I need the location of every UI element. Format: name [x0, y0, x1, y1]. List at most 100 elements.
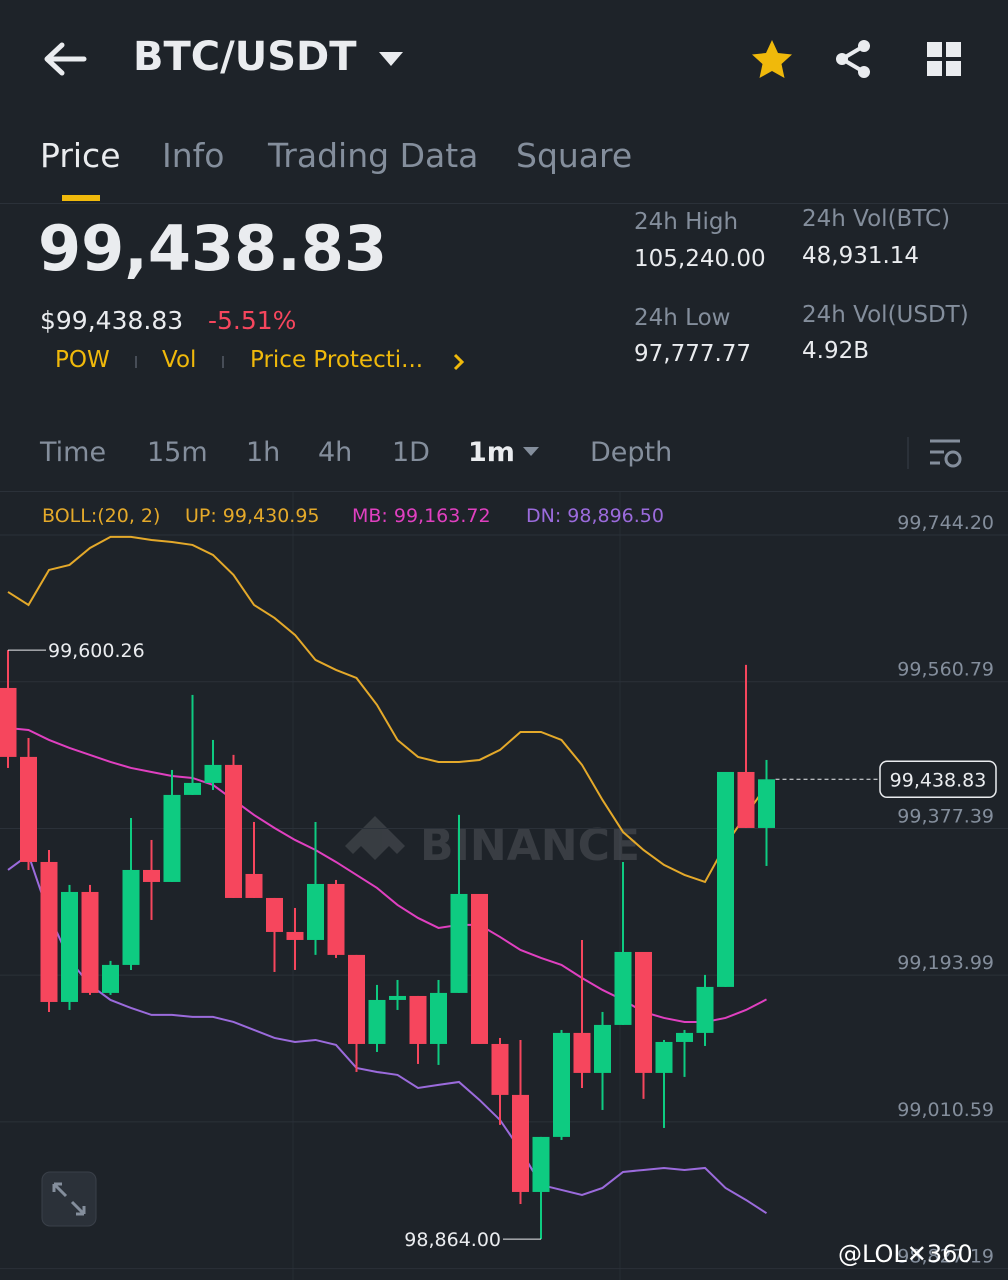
candle-body	[553, 1032, 570, 1137]
candle-body	[491, 1043, 509, 1095]
tab-active[interactable]: Price	[40, 136, 121, 175]
candle-body	[409, 995, 427, 1044]
y-tick-label: 99,744.20	[897, 512, 994, 534]
candle-body	[450, 893, 468, 993]
candle-body	[163, 794, 181, 882]
candle-body	[204, 764, 222, 783]
y-tick-label: 99,560.79	[897, 659, 994, 681]
stat-label: 24h Vol(BTC)	[802, 206, 951, 232]
tag[interactable]: POW	[55, 347, 110, 373]
high-label: 99,600.26	[48, 640, 145, 662]
watermark: BINANCE	[345, 816, 640, 871]
candle-body	[245, 873, 263, 898]
layout-button[interactable]	[926, 41, 964, 79]
separator	[907, 437, 909, 469]
last-price: 99,438.83	[38, 212, 388, 285]
candle-body	[81, 891, 99, 993]
candle-body	[307, 883, 324, 940]
y-tick-label: 98,827.19	[897, 1246, 994, 1268]
candle-body	[286, 931, 304, 940]
pair-title[interactable]: BTC/USDT	[133, 34, 357, 80]
candle-body	[102, 964, 119, 993]
stat-value: 97,777.77	[634, 341, 752, 367]
y-tick-label: 99,010.59	[897, 1099, 994, 1121]
tab[interactable]: Info	[162, 136, 225, 175]
candle-body	[573, 1032, 591, 1073]
y-tick-label: 99,377.39	[897, 805, 994, 827]
price-change: -5.51%	[208, 306, 297, 335]
stat-label: 24h Vol(USDT)	[802, 302, 969, 328]
candle-body	[368, 999, 386, 1044]
candle-body	[532, 1136, 550, 1192]
pair-dropdown[interactable]	[378, 50, 404, 68]
separator	[222, 356, 224, 368]
boll-line	[7, 726, 767, 1023]
candle-body	[594, 1024, 611, 1073]
tab[interactable]: Trading Data	[268, 136, 479, 175]
interval-dropdown[interactable]	[522, 446, 540, 458]
divider	[0, 203, 1008, 204]
chevron[interactable]	[452, 353, 466, 371]
back-button[interactable]	[40, 40, 90, 80]
boll-line	[7, 853, 768, 1215]
candle-body	[61, 891, 78, 1002]
tag[interactable]: Vol	[162, 347, 197, 373]
watermark-text: BINANCE	[420, 820, 640, 871]
boll-line	[7, 535, 768, 884]
legend-entry: MB: 99,163.72	[352, 505, 491, 527]
legend-entry: DN: 98,896.50	[526, 505, 664, 527]
candle-body	[614, 951, 632, 1025]
chart-settings[interactable]	[928, 437, 964, 471]
candle-body	[696, 986, 714, 1033]
legend-entry: UP: 99,430.95	[185, 505, 320, 527]
indicator-label: BOLL:(20, 2)	[42, 505, 160, 527]
candle-body	[758, 779, 775, 828]
candle-body	[0, 687, 17, 757]
candle-body	[512, 1094, 529, 1192]
y-tick-label: 99,193.99	[897, 952, 994, 974]
last-price-box	[879, 760, 997, 799]
candle-body	[737, 771, 755, 828]
share-button[interactable]	[833, 38, 875, 80]
stat-value: 105,240.00	[634, 246, 766, 272]
usd-price: $99,438.83	[40, 306, 184, 335]
interval[interactable]: 15m	[147, 437, 208, 468]
candle-body	[635, 951, 652, 1073]
candle-body	[266, 897, 283, 932]
expand-button[interactable]	[41, 1171, 97, 1227]
footer-watermark: @LOL✕360	[838, 1240, 973, 1268]
chart: BINANCE 99,744.20 99,560.79 99,377.39 99,19…	[0, 492, 1008, 1280]
candle-body	[471, 893, 488, 1044]
stat-value: 48,931.14	[802, 243, 920, 269]
interval[interactable]: 1h	[246, 437, 281, 468]
stat-label: 24h Low	[634, 305, 731, 331]
low-label: 98,864.00	[404, 1229, 501, 1251]
candle-body	[430, 992, 447, 1044]
candle-body	[40, 861, 58, 1002]
stat-value: 4.92B	[802, 338, 869, 364]
last-price-label: 99,438.83	[890, 769, 987, 791]
interval[interactable]: 4h	[318, 437, 353, 468]
candle-body	[389, 995, 406, 1000]
candle-body	[655, 1041, 673, 1073]
interval[interactable]: 1D	[392, 437, 430, 468]
interval[interactable]: Time	[40, 437, 107, 468]
candle-body	[327, 883, 345, 955]
interval[interactable]: Depth	[590, 437, 673, 468]
candle-body	[348, 954, 365, 1044]
candle-body	[184, 782, 201, 795]
candle-body	[20, 756, 37, 862]
candle-body	[676, 1032, 693, 1042]
candle-body	[225, 764, 242, 898]
tab-indicator	[62, 195, 100, 201]
candle-body	[122, 869, 140, 965]
interval-active[interactable]: 1m	[468, 437, 515, 468]
tag[interactable]: Price Protecti...	[250, 347, 424, 373]
candle-body	[717, 771, 734, 987]
separator	[135, 356, 137, 368]
favorite-star[interactable]	[750, 38, 794, 80]
stat-label: 24h High	[634, 209, 739, 235]
tab[interactable]: Square	[516, 136, 633, 175]
divider	[0, 491, 1008, 492]
